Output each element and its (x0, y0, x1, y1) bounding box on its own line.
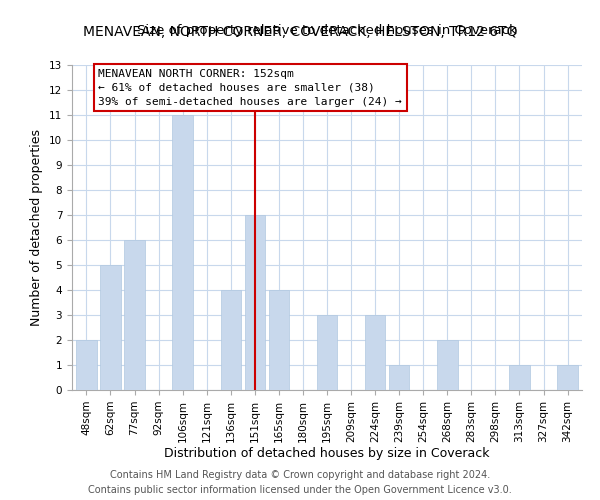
Bar (437, 340, 458, 390)
Title: Size of property relative to detached houses in Coverack: Size of property relative to detached ho… (137, 24, 517, 38)
Text: Contains HM Land Registry data © Crown copyright and database right 2024.
Contai: Contains HM Land Registry data © Crown c… (88, 470, 512, 495)
Bar (124, 240, 145, 390)
Bar (76, 340, 97, 390)
X-axis label: Distribution of detached houses by size in Coverack: Distribution of detached houses by size … (164, 448, 490, 460)
Bar (269, 290, 289, 390)
Y-axis label: Number of detached properties: Number of detached properties (31, 129, 43, 326)
Bar (389, 365, 409, 390)
Bar (317, 315, 337, 390)
Bar (557, 365, 578, 390)
Bar (221, 290, 241, 390)
Bar (100, 265, 121, 390)
Bar (365, 315, 385, 390)
Text: MENAVEAN, NORTH CORNER, COVERACK, HELSTON, TR12 6TQ: MENAVEAN, NORTH CORNER, COVERACK, HELSTO… (83, 25, 517, 39)
Text: MENAVEAN NORTH CORNER: 152sqm
← 61% of detached houses are smaller (38)
39% of s: MENAVEAN NORTH CORNER: 152sqm ← 61% of d… (98, 68, 402, 107)
Bar (509, 365, 530, 390)
Bar (245, 215, 265, 390)
Bar (172, 115, 193, 390)
